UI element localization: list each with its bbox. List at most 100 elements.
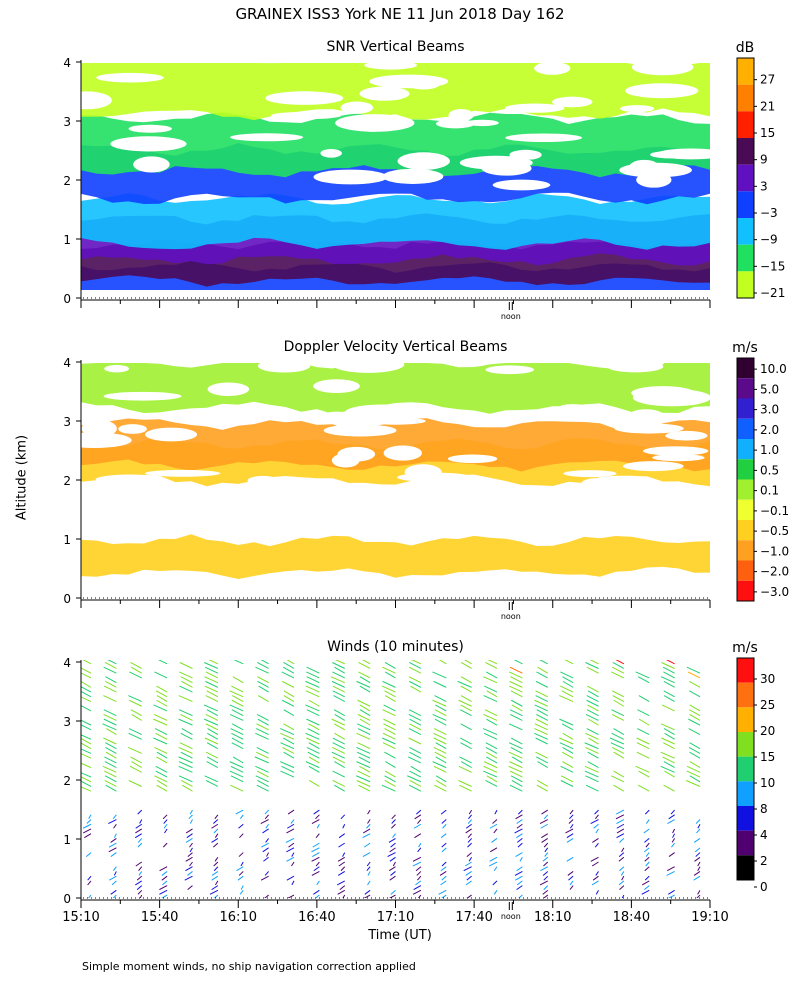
wind-barb xyxy=(561,723,574,731)
wind-barb xyxy=(561,751,574,759)
wind-barb xyxy=(511,704,523,712)
x-tick-label: 19:10 xyxy=(691,910,728,925)
wind-barb xyxy=(178,746,193,754)
wind-barb xyxy=(206,756,219,764)
wind-barb xyxy=(81,762,92,769)
missing-data-gap xyxy=(631,386,695,401)
colorbar-label: 2 xyxy=(760,854,768,868)
wind-barb xyxy=(213,894,219,898)
wind-barb xyxy=(332,742,345,750)
wind-barb xyxy=(663,690,675,698)
wind-barb xyxy=(112,814,117,820)
wind-barb xyxy=(412,856,422,862)
wind-barb xyxy=(413,823,422,829)
wind-barb xyxy=(460,723,472,731)
wind-barb xyxy=(483,732,498,740)
wind-barb xyxy=(286,828,295,834)
missing-data-gap xyxy=(96,72,164,83)
wind-barb xyxy=(159,889,168,895)
missing-data-gap xyxy=(485,365,535,375)
colorbar-label: −3 xyxy=(760,206,778,220)
wind-barb xyxy=(356,761,371,769)
wind-barb xyxy=(305,704,320,712)
wind-barb xyxy=(340,866,346,872)
wind-barb xyxy=(138,871,143,876)
wind-barb xyxy=(281,671,295,679)
wind-barb xyxy=(508,742,523,750)
wind-barb xyxy=(358,756,371,764)
wind-barb xyxy=(514,871,523,876)
wind-barb xyxy=(128,728,142,736)
wind-barb xyxy=(103,695,117,702)
wind-barb xyxy=(671,842,676,848)
wind-barb xyxy=(584,765,599,773)
wind-barb xyxy=(135,861,143,867)
wind-barb xyxy=(280,761,295,769)
wind-barb xyxy=(110,852,117,857)
wind-barb xyxy=(332,770,345,778)
wind-barb xyxy=(306,671,320,679)
wind-barb xyxy=(342,824,346,829)
wind-barb xyxy=(334,666,346,674)
wind-barb xyxy=(510,737,523,745)
wind-barb xyxy=(87,875,92,881)
wind-barb xyxy=(568,819,574,824)
missing-data-gap xyxy=(104,364,130,373)
wind-barb xyxy=(491,838,498,843)
wind-barb xyxy=(536,784,548,792)
wind-barb xyxy=(282,747,295,754)
wind-barb xyxy=(645,842,650,848)
wind-barb xyxy=(435,756,447,764)
wind-barb xyxy=(560,671,574,679)
wind-barb xyxy=(510,676,523,684)
wind-barb xyxy=(161,894,168,898)
wind-barb xyxy=(311,871,320,876)
wind-barb xyxy=(666,866,675,872)
wind-barb xyxy=(305,685,320,693)
wind-barb xyxy=(333,695,345,702)
wind-barb xyxy=(482,728,498,736)
wind-barb xyxy=(664,732,675,740)
wind-barb xyxy=(619,866,625,872)
wind-barb xyxy=(129,699,142,707)
wind-barb xyxy=(204,775,219,783)
colorbar-label: 25 xyxy=(760,698,775,712)
wind-barb xyxy=(417,894,422,898)
wind-barb xyxy=(670,809,675,815)
wind-barb xyxy=(105,784,117,792)
wind-barb xyxy=(466,894,472,898)
wind-barb xyxy=(567,871,574,876)
wind-barb xyxy=(543,814,549,820)
wind-barb xyxy=(256,723,269,731)
wind-barb xyxy=(187,852,193,857)
wind-barb xyxy=(332,690,345,698)
wind-barb xyxy=(178,756,193,764)
missing-data-gap xyxy=(81,91,112,110)
colorbar-swatch xyxy=(737,479,754,500)
wind-barb xyxy=(163,819,168,824)
wind-barb xyxy=(672,828,676,834)
wind-barb xyxy=(611,709,625,717)
y-tick-label: 3 xyxy=(63,115,71,129)
wind-barb xyxy=(417,847,422,853)
wind-barb xyxy=(569,880,574,886)
wind-barb xyxy=(156,695,168,702)
wind-barb xyxy=(110,889,117,895)
wind-barb xyxy=(565,828,574,834)
wind-barb xyxy=(337,889,345,895)
wind-barb xyxy=(566,833,574,839)
y-tick-label: 4 xyxy=(63,56,71,70)
colorbar-swatch xyxy=(737,418,754,439)
missing-data-gap xyxy=(625,83,699,99)
wind-barb xyxy=(508,765,523,773)
missing-data-gap xyxy=(614,423,684,434)
wind-barb xyxy=(487,660,498,665)
wind-barb xyxy=(566,837,574,843)
wind-barb xyxy=(109,875,117,881)
missing-data-gap xyxy=(118,424,147,434)
wind-barb xyxy=(461,761,472,769)
wind-barb xyxy=(231,685,244,693)
wind-barb xyxy=(362,852,371,858)
wind-barb xyxy=(388,837,396,843)
wind-barb xyxy=(661,737,675,745)
